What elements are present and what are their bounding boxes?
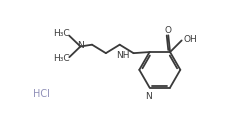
Text: N: N [144, 92, 151, 101]
Text: OH: OH [182, 35, 196, 44]
Text: NH: NH [115, 51, 129, 60]
Text: H₃C: H₃C [53, 54, 70, 63]
Text: O: O [164, 26, 171, 35]
Text: N: N [77, 41, 83, 50]
Text: HCl: HCl [33, 89, 50, 99]
Text: H₃C: H₃C [53, 30, 70, 38]
